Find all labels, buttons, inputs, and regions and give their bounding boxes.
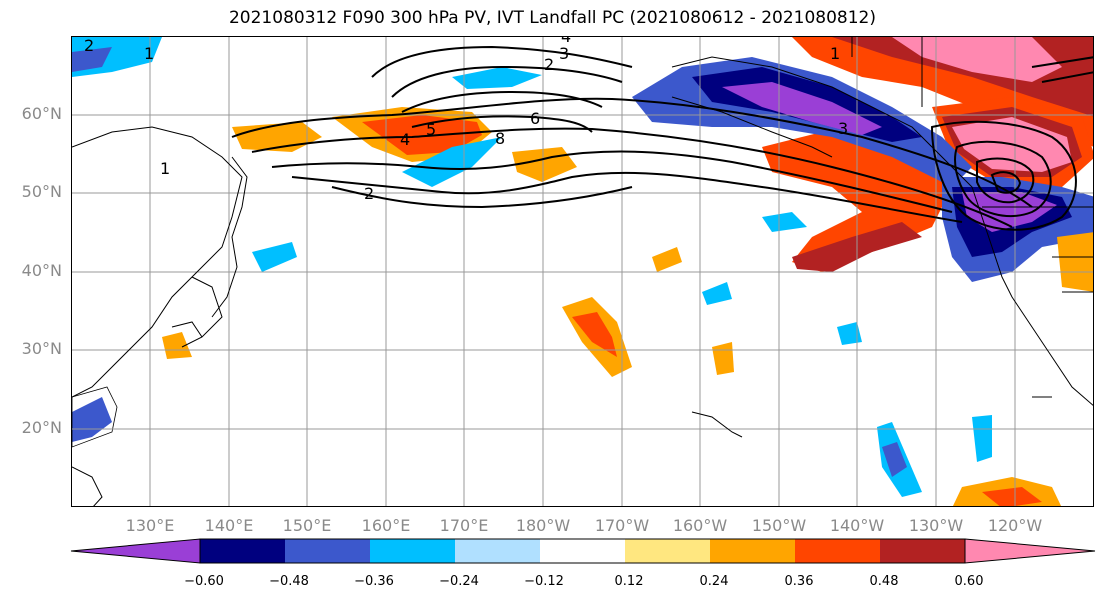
colorbar-tick: −0.12 bbox=[524, 574, 564, 589]
lon-label-170w: 170°W bbox=[594, 516, 650, 535]
colorbar-segment bbox=[880, 539, 966, 563]
colorbar-segment bbox=[370, 539, 456, 563]
colorbar-tick: −0.48 bbox=[269, 574, 309, 589]
colorbar-segment bbox=[200, 539, 286, 563]
colorbar-segment bbox=[455, 539, 541, 563]
colorbar-extend-low bbox=[71, 539, 200, 563]
map-panel: 2 1 4 3 2 6 8 5 4 1 2 1 3 bbox=[71, 36, 1094, 507]
graticule bbox=[72, 37, 1093, 506]
colorbar-segment bbox=[285, 539, 371, 563]
contour-label: 3 bbox=[559, 44, 569, 63]
lon-label-140e: 140°E bbox=[204, 516, 254, 535]
map-canvas: 2 1 4 3 2 6 8 5 4 1 2 1 3 bbox=[72, 37, 1093, 506]
contour-label: 1 bbox=[830, 44, 840, 63]
colorbar-tick: 0.60 bbox=[954, 574, 984, 589]
pv-contours bbox=[231, 45, 1093, 231]
colorbar-tick: 0.36 bbox=[784, 574, 814, 589]
colorbar-tick: −0.60 bbox=[184, 574, 224, 589]
contour-labels: 2 1 4 3 2 6 8 5 4 1 2 1 3 bbox=[84, 37, 848, 203]
lon-label-160e: 160°E bbox=[361, 516, 411, 535]
lat-label-50n: 50°N bbox=[21, 182, 62, 201]
contour-label: 3 bbox=[838, 119, 848, 138]
lat-label-40n: 40°N bbox=[21, 261, 62, 280]
contour-label: 6 bbox=[530, 109, 540, 128]
map-title: 2021080312 F090 300 hPa PV, IVT Landfall… bbox=[228, 8, 876, 28]
colorbar-segment bbox=[710, 539, 796, 563]
lon-label-180w: 180°W bbox=[515, 516, 571, 535]
lat-label-30n: 30°N bbox=[21, 339, 62, 358]
colorbar-extend-high bbox=[965, 539, 1095, 563]
lat-label-60n: 60°N bbox=[21, 104, 62, 123]
colorbar-tick: 0.48 bbox=[869, 574, 899, 589]
colorbar-tick: 0.24 bbox=[699, 574, 729, 589]
contour-label: 1 bbox=[144, 44, 154, 63]
lon-label-150w: 150°W bbox=[751, 516, 807, 535]
contour-label: 2 bbox=[544, 55, 554, 74]
colorbar-tick: 0.12 bbox=[614, 574, 644, 589]
lon-label-160w: 160°W bbox=[672, 516, 728, 535]
contour-label: 5 bbox=[426, 120, 436, 139]
contour-label: 8 bbox=[495, 129, 505, 148]
lon-label-130w: 130°W bbox=[908, 516, 964, 535]
colorbar-segment bbox=[540, 539, 626, 563]
colorbar-segment bbox=[795, 539, 881, 563]
lat-label-20n: 20°N bbox=[21, 418, 62, 437]
contour-label: 2 bbox=[84, 37, 94, 55]
colorbar-segment bbox=[625, 539, 711, 563]
lon-label-130e: 130°E bbox=[125, 516, 175, 535]
contour-label: 4 bbox=[561, 37, 571, 46]
colorbar-tick: −0.24 bbox=[439, 574, 479, 589]
colorbar bbox=[70, 538, 1096, 564]
lon-label-150e: 150°E bbox=[282, 516, 332, 535]
lon-label-120w: 120°W bbox=[987, 516, 1043, 535]
lon-label-170e: 170°E bbox=[439, 516, 489, 535]
contour-label: 4 bbox=[400, 130, 410, 149]
contour-label: 1 bbox=[160, 159, 170, 178]
lon-label-140w: 140°W bbox=[829, 516, 885, 535]
contour-label: 2 bbox=[364, 184, 374, 203]
colorbar-tick: −0.36 bbox=[354, 574, 394, 589]
